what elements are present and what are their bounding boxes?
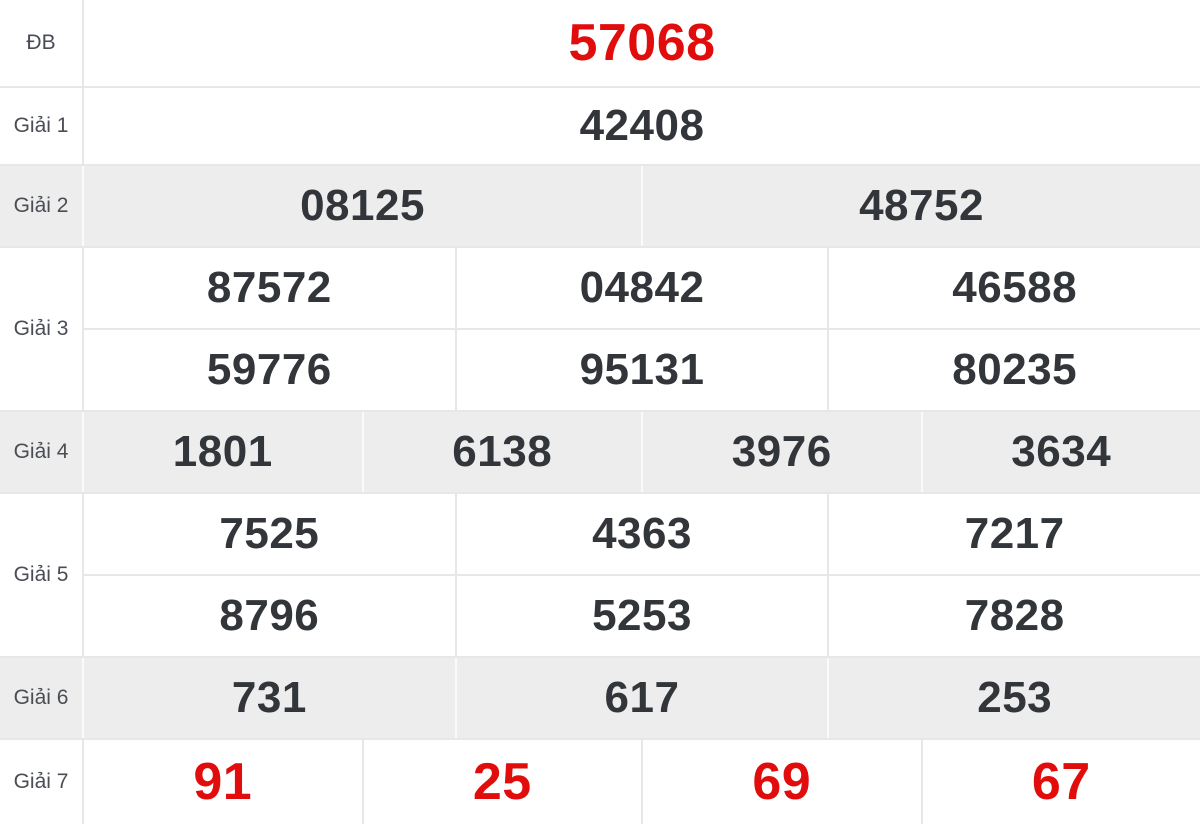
prize-label-1: Giải 1	[0, 88, 84, 164]
prize-value: 6138	[361, 412, 642, 492]
prize-value: 57068	[568, 14, 716, 72]
prize-value: 80235	[827, 330, 1200, 410]
prize-line: 7525 4363 7217	[84, 494, 1200, 574]
prize-value: 3634	[920, 412, 1200, 492]
prize-value: 731	[231, 673, 307, 722]
prize-values-5: 7525 4363 7217 8796 5253 7828	[84, 494, 1200, 656]
prize-value: 91	[193, 753, 253, 811]
row-prize-2: Giải 2 08125 48752	[0, 166, 1200, 248]
prize-value: 8796	[219, 591, 320, 640]
prize-label-7: Giải 7	[0, 740, 84, 824]
prize-value: 69	[641, 740, 921, 824]
prize-value: 67	[920, 740, 1200, 824]
prize-label-4: Giải 4	[0, 412, 84, 492]
prize-value: 48752	[641, 166, 1200, 246]
prize-value: 1801	[172, 427, 273, 476]
prize-label-6: Giải 6	[0, 658, 84, 738]
prize-values-1: 42408	[84, 88, 1200, 164]
prize-value: 253	[827, 658, 1200, 738]
prize-line: 59776 95131 80235	[84, 328, 1200, 410]
prize-values-7: 91 25 69 67	[84, 740, 1200, 824]
prize-line: 87572 04842 46588	[84, 248, 1200, 328]
prize-value: 7828	[827, 576, 1200, 656]
prize-line: 42408	[84, 88, 1200, 164]
prize-value: 59776	[206, 345, 332, 394]
row-prize-5: Giải 5 7525 4363 7217 8796 5253 7828	[0, 494, 1200, 658]
prize-value: 5253	[454, 576, 828, 656]
row-prize-3: Giải 3 87572 04842 46588 59776 95131 802…	[0, 248, 1200, 412]
prize-values-4: 1801 6138 3976 3634	[84, 412, 1200, 492]
prize-value: 08125	[300, 181, 425, 230]
prize-values-6: 731 617 253	[84, 658, 1200, 738]
prize-label-db: ĐB	[0, 0, 84, 86]
prize-line: 731 617 253	[84, 658, 1200, 738]
prize-value: 46588	[827, 248, 1200, 328]
prize-value: 617	[454, 658, 828, 738]
prize-value: 25	[361, 740, 642, 824]
row-prize-6: Giải 6 731 617 253	[0, 658, 1200, 740]
prize-value: 04842	[454, 248, 828, 328]
prize-values-db: 57068	[84, 0, 1200, 86]
prize-value: 95131	[454, 330, 828, 410]
prize-line: 91 25 69 67	[84, 740, 1200, 824]
row-prize-4: Giải 4 1801 6138 3976 3634	[0, 412, 1200, 494]
prize-label-2: Giải 2	[0, 166, 84, 246]
prize-value: 7525	[219, 509, 320, 558]
row-prize-7: Giải 7 91 25 69 67	[0, 740, 1200, 824]
prize-value: 4363	[454, 494, 828, 574]
row-prize-1: Giải 1 42408	[0, 88, 1200, 166]
prize-values-3: 87572 04842 46588 59776 95131 80235	[84, 248, 1200, 410]
prize-line: 57068	[84, 0, 1200, 86]
prize-line: 08125 48752	[84, 166, 1200, 246]
prize-label-5: Giải 5	[0, 494, 84, 656]
prize-values-2: 08125 48752	[84, 166, 1200, 246]
row-prize-db: ĐB 57068	[0, 0, 1200, 88]
prize-value: 87572	[206, 263, 332, 312]
prize-value: 3976	[641, 412, 921, 492]
prize-value: 42408	[579, 101, 705, 150]
prize-label-3: Giải 3	[0, 248, 84, 410]
prize-line: 1801 6138 3976 3634	[84, 412, 1200, 492]
prize-line: 8796 5253 7828	[84, 574, 1200, 656]
prize-value: 7217	[827, 494, 1200, 574]
